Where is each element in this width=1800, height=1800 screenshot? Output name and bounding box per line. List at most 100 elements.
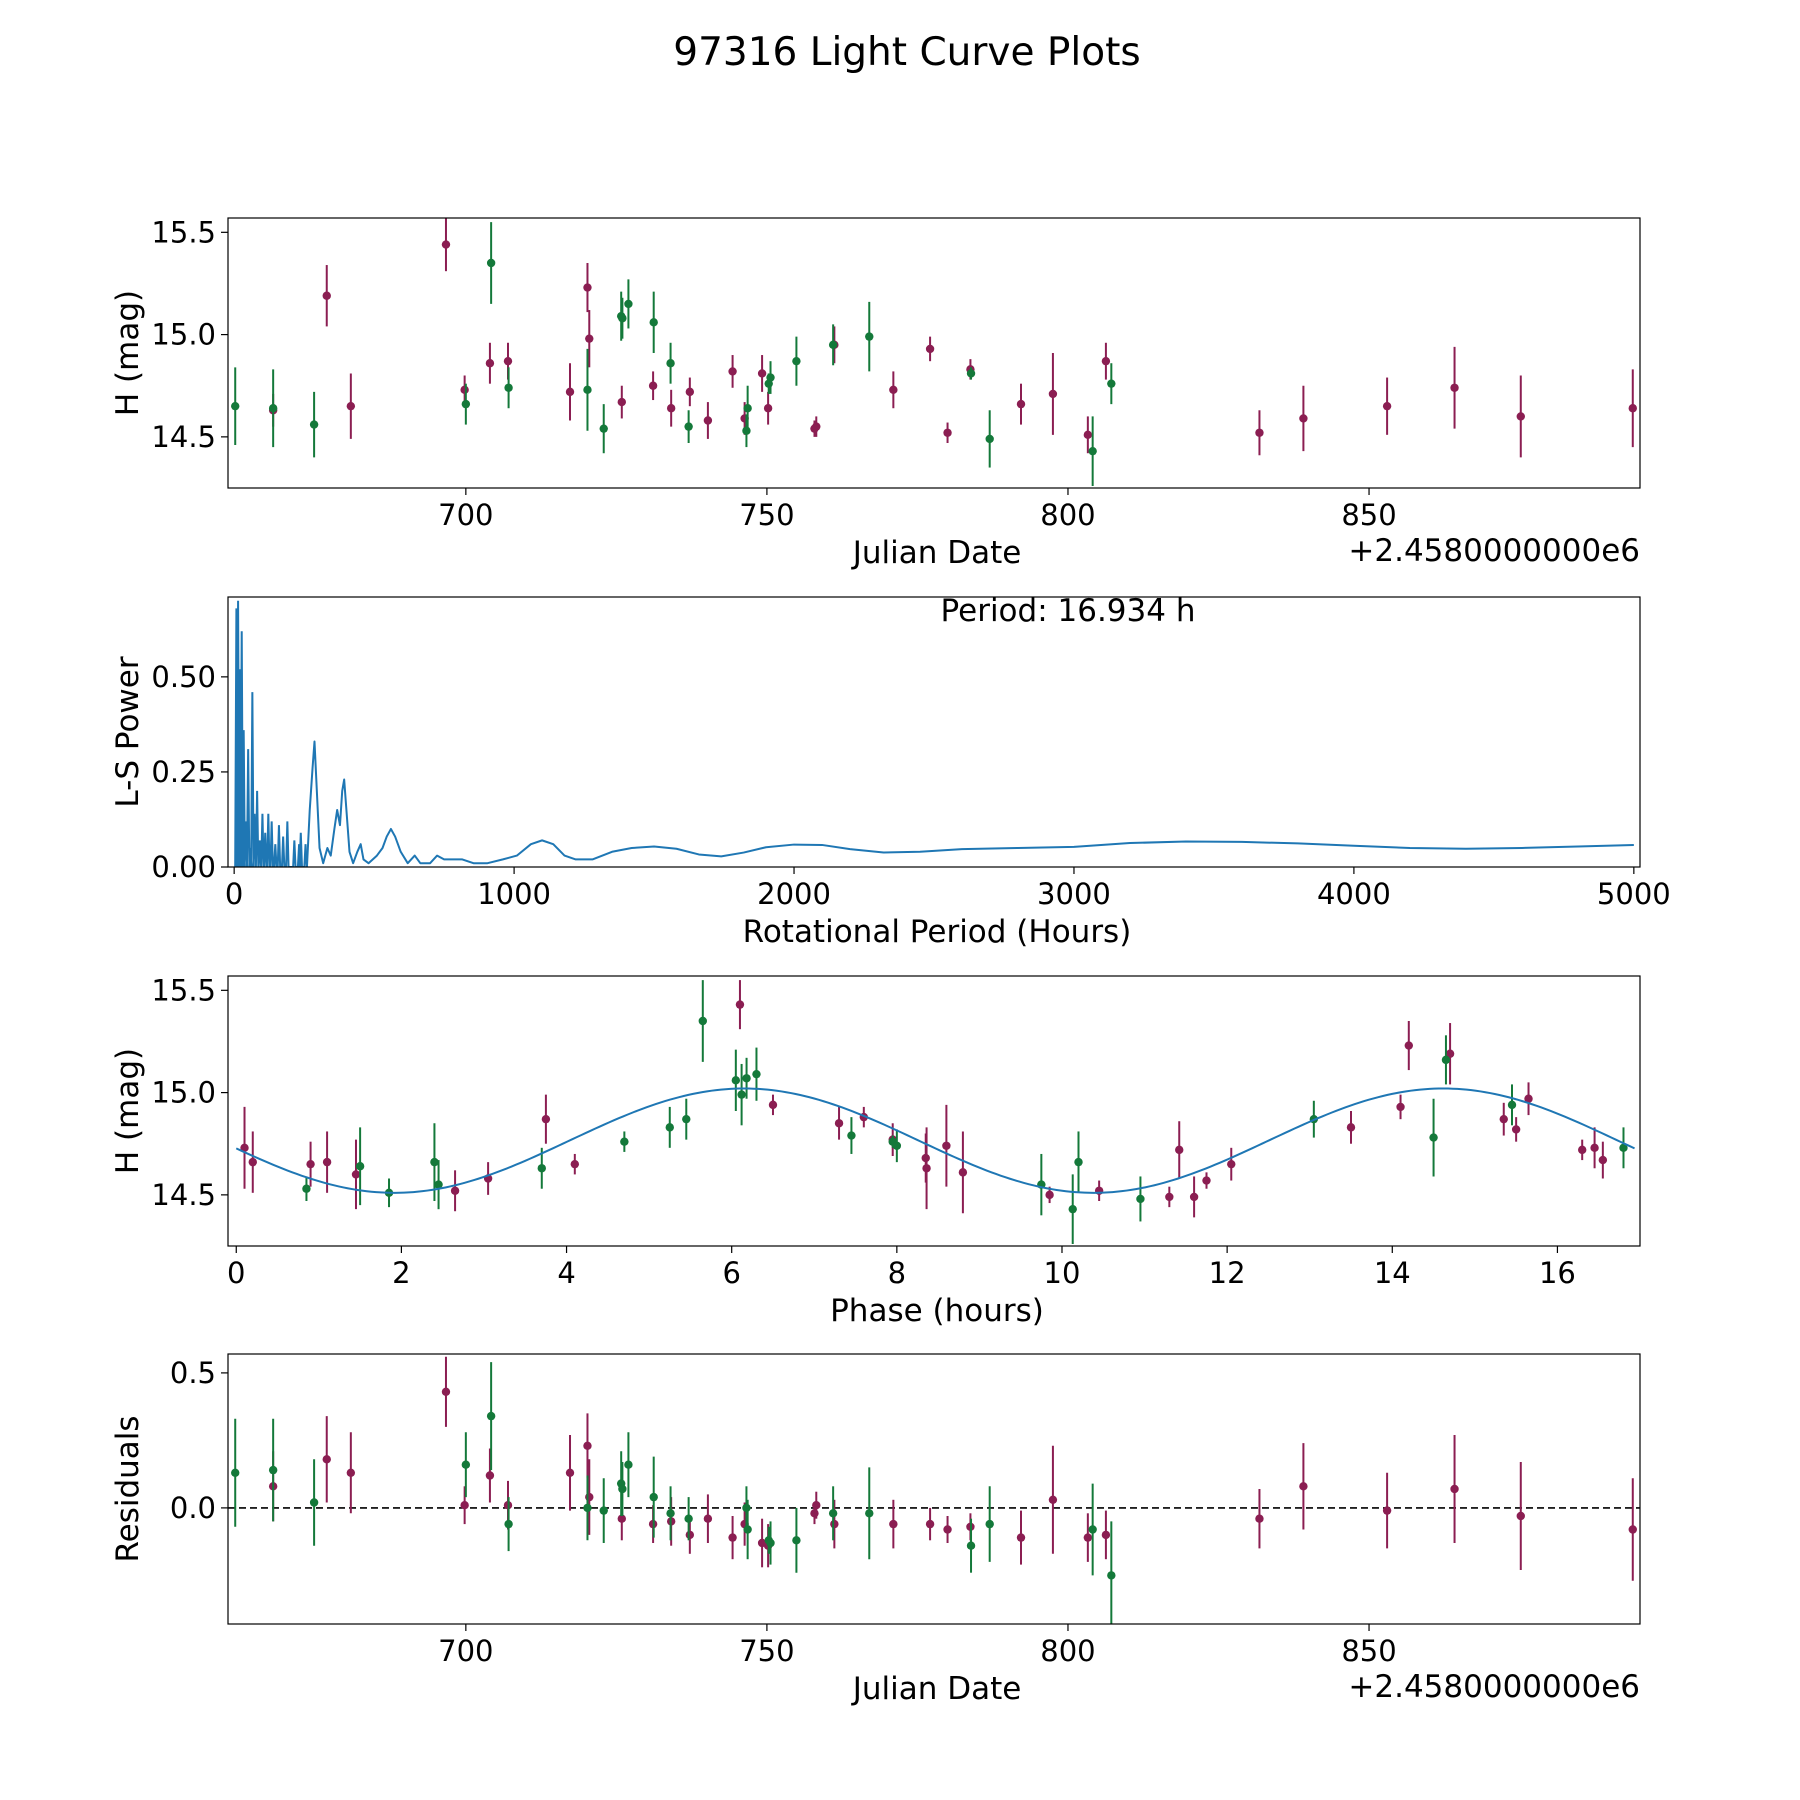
x-tick-label: 850 (1341, 1634, 1396, 1668)
data-point-red (703, 416, 713, 425)
data-point-red (583, 283, 592, 292)
data-point-red (1404, 1041, 1413, 1050)
data-point-red (922, 1164, 931, 1173)
data-point-red (685, 387, 695, 397)
data-point-red (1598, 1155, 1608, 1165)
plot-area (235, 980, 1635, 1244)
data-point-green (742, 1503, 751, 1513)
x-offset-text: +2.4580000000e6 (1348, 1669, 1640, 1705)
data-point-green (268, 1465, 278, 1475)
y-tick-label: 14.5 (151, 420, 216, 454)
data-point-red (735, 1000, 745, 1009)
data-point-green (430, 1157, 439, 1167)
x-tick-label: 14 (1374, 1256, 1411, 1290)
data-point-green (1074, 1157, 1083, 1167)
x-tick-label: 800 (1040, 1634, 1095, 1668)
data-point-red (1499, 1114, 1508, 1124)
data-point-red (925, 344, 935, 354)
x-axis-label: Julian Date (851, 1671, 1022, 1707)
x-tick-label: 2 (392, 1256, 410, 1290)
data-point-green (599, 424, 608, 433)
data-point-green (684, 422, 693, 431)
plot-area (231, 1356, 1637, 1624)
periodogram-line (305, 740, 1634, 867)
data-point-green (1088, 1525, 1097, 1534)
data-point-green (583, 1503, 592, 1513)
x-tick-label: 6 (722, 1256, 740, 1290)
data-point-red (1175, 1145, 1184, 1155)
data-point-red (441, 240, 451, 249)
data-point-green (666, 359, 675, 368)
data-point-green (698, 1016, 707, 1026)
x-offset-text: +2.4580000000e6 (1348, 533, 1640, 569)
data-point-green (892, 1141, 902, 1150)
data-point-green (1107, 379, 1116, 388)
data-point-red (1083, 1533, 1093, 1542)
fit-curve (235, 1087, 1635, 1194)
data-point-green (743, 404, 752, 413)
data-point-red (1346, 1123, 1356, 1132)
data-point-red (1083, 430, 1093, 440)
data-point-red (830, 1519, 839, 1529)
x-tick-label: 2000 (757, 877, 831, 911)
data-point-red (1016, 1533, 1026, 1542)
data-point-green (792, 1536, 801, 1545)
x-axis-label: Julian Date (851, 535, 1022, 571)
data-point-red (1048, 1495, 1058, 1505)
x-tick-label: 700 (438, 498, 493, 532)
data-point-red (703, 1514, 713, 1523)
data-point-green (985, 1519, 994, 1529)
lightcurve-panel: 700 750 800 850 14.5 15.0 15.5 Julian Date H (ma… (110, 215, 1641, 571)
data-point-red (1524, 1094, 1533, 1103)
data-point-red (1450, 383, 1459, 392)
y-tick-label: 0.50 (151, 660, 216, 694)
data-point-green (847, 1131, 856, 1140)
data-point-green (766, 1538, 775, 1548)
data-point-red (1450, 1484, 1459, 1494)
x-tick-label: 700 (438, 1634, 493, 1668)
data-point-red (1101, 1530, 1111, 1540)
data-point-red (1016, 399, 1026, 409)
x-tick-label: 0 (225, 877, 243, 911)
y-tick-label: 0.5 (170, 1356, 216, 1390)
data-point-green (828, 1509, 838, 1518)
data-point-red (889, 385, 898, 395)
data-point-red (617, 1514, 626, 1523)
data-point-red (1396, 1102, 1405, 1112)
periodogram-spikes (234, 600, 308, 867)
data-point-green (743, 1525, 752, 1534)
data-point-red (585, 1492, 594, 1502)
data-point-red (1048, 389, 1058, 399)
x-tick-label: 3000 (1037, 877, 1111, 911)
x-tick-label: 850 (1341, 498, 1396, 532)
y-tick-label: 15.0 (151, 1076, 216, 1110)
data-point-red (541, 1114, 551, 1124)
data-point-red (322, 291, 331, 300)
y-tick-label: 0.00 (151, 850, 216, 884)
data-point-red (1227, 1159, 1236, 1169)
data-point-red (834, 1119, 844, 1128)
data-point-green (231, 1468, 240, 1478)
data-point-green (504, 383, 513, 392)
residuals-panel: 700 750 800 850 0.0 0.5 Julian Date Residuals +2… (110, 1353, 1641, 1707)
x-tick-label: 10 (1044, 1256, 1081, 1290)
data-point-green (618, 1484, 627, 1494)
data-point-red (450, 1186, 460, 1195)
x-tick-label: 4000 (1317, 877, 1391, 911)
data-point-green (461, 1460, 471, 1469)
data-point-red (1628, 404, 1637, 413)
data-point-red (1255, 428, 1264, 437)
figure-title: 97316 Light Curve Plots (673, 30, 1140, 75)
data-point-red (1382, 1506, 1392, 1515)
data-point-green (752, 1069, 761, 1079)
x-tick-label: 750 (739, 498, 794, 532)
x-tick-label: 16 (1539, 1256, 1576, 1290)
y-axis-label: H (mag) (110, 1048, 146, 1174)
data-point-green (966, 369, 976, 378)
data-point-red (1516, 412, 1525, 421)
data-point-red (958, 1168, 968, 1177)
data-point-green (624, 1460, 633, 1469)
data-point-red (1299, 414, 1308, 423)
data-point-red (460, 1501, 469, 1510)
data-point-green (583, 385, 592, 395)
